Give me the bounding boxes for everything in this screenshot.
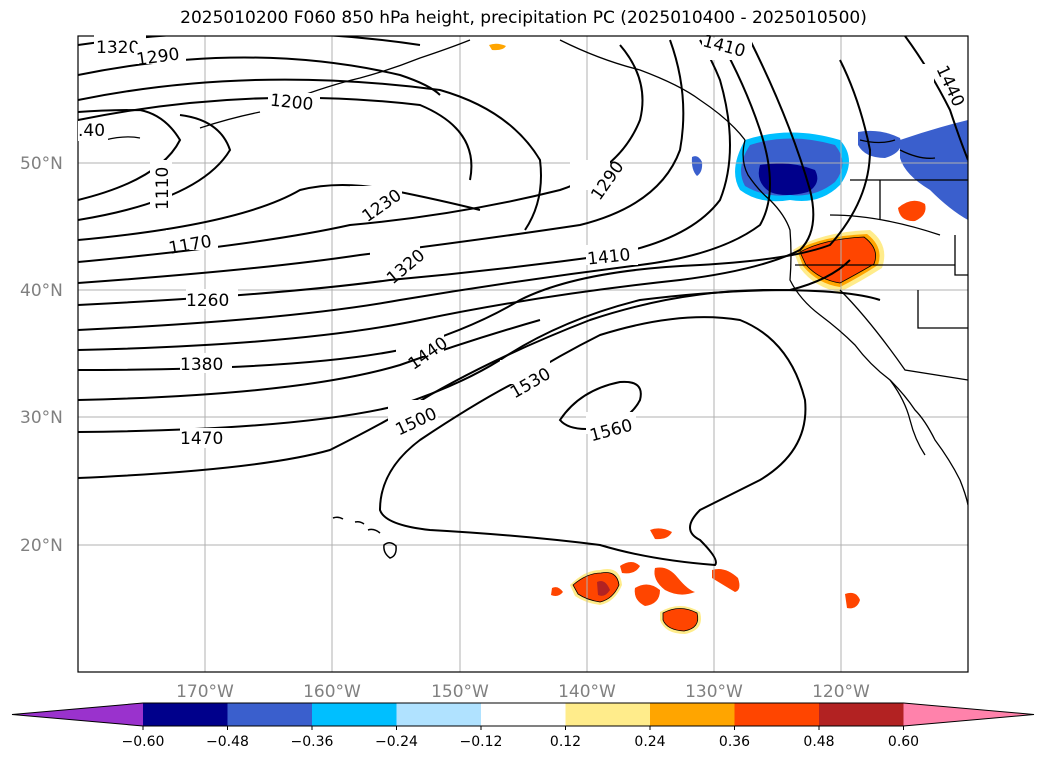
contour-label: .40 bbox=[78, 121, 105, 141]
colorbar-segment bbox=[734, 703, 820, 726]
colorbar-tick-label: 0.48 bbox=[803, 734, 834, 750]
lon-label: 160°W bbox=[303, 682, 361, 702]
colorbar-tick-label: 0.36 bbox=[719, 734, 750, 750]
colorbar-tick-label: −0.60 bbox=[122, 734, 165, 750]
map-title: 2025010200 F060 850 hPa height, precipit… bbox=[180, 8, 867, 28]
colorbar-tick-label: 0.60 bbox=[888, 734, 919, 750]
map-frame bbox=[77, 35, 969, 673]
colorbar-segment bbox=[650, 703, 735, 726]
colorbar-segment bbox=[565, 703, 651, 726]
colorbar-tick-label: 0.24 bbox=[634, 734, 665, 750]
contour-label: 1320 bbox=[96, 38, 139, 58]
colorbar-extend-low bbox=[12, 703, 143, 726]
lon-label: 120°W bbox=[812, 682, 870, 702]
precip-negative-shading bbox=[691, 120, 968, 220]
colorbar-tick-label: −0.48 bbox=[206, 734, 249, 750]
lon-label: 140°W bbox=[558, 682, 616, 702]
lon-label: 150°W bbox=[431, 682, 489, 702]
latitude-labels: 50°N 40°N 30°N 20°N bbox=[20, 154, 63, 556]
colorbar-extend-high bbox=[903, 703, 1034, 726]
colorbar-tick-label: −0.36 bbox=[291, 734, 334, 750]
lat-label: 50°N bbox=[20, 154, 63, 174]
contour-label: 1260 bbox=[186, 291, 229, 311]
colorbar-segment bbox=[481, 703, 566, 726]
colorbar-segment bbox=[227, 703, 313, 726]
colorbar-segment bbox=[143, 703, 228, 726]
lat-label: 30°N bbox=[20, 408, 63, 428]
colorbar-tick-label: −0.24 bbox=[375, 734, 418, 750]
colorbar-tick-label: 0.12 bbox=[550, 734, 581, 750]
lat-label: 20°N bbox=[20, 536, 63, 556]
hawaii-islands bbox=[332, 516, 397, 559]
colorbar-segment bbox=[396, 703, 482, 726]
precip-outlines bbox=[572, 236, 877, 632]
longitude-labels: 170°W 160°W 150°W 140°W 130°W 120°W bbox=[176, 682, 870, 702]
contour-label: 1380 bbox=[180, 355, 223, 375]
lat-label: 40°N bbox=[20, 281, 63, 301]
gridlines bbox=[78, 36, 968, 672]
lon-label: 130°W bbox=[685, 682, 743, 702]
colorbar-tick-label: −0.12 bbox=[460, 734, 503, 750]
colorbar-segment bbox=[819, 703, 904, 726]
contour-label: 1200 bbox=[269, 91, 314, 115]
colorbar: −0.60 −0.48 −0.36 −0.24 −0.12 0.12 0.24 0.36 0.4… bbox=[11, 702, 1035, 750]
contour-labels: 1320 1290 1200 1110 .40 1170 1230 1290 1… bbox=[78, 31, 968, 449]
coastlines bbox=[104, 39, 968, 506]
colorbar-segment bbox=[312, 703, 397, 726]
contour-label: 1410 bbox=[586, 245, 631, 269]
contour-label: 1110 bbox=[153, 167, 173, 210]
lon-label: 170°W bbox=[176, 682, 234, 702]
contour-label: 1470 bbox=[180, 429, 223, 449]
